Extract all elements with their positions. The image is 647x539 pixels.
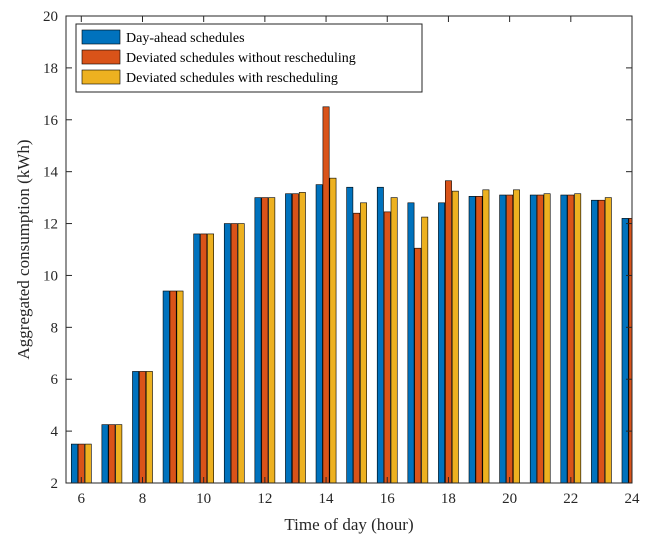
bar-series2-hour-13: [292, 193, 299, 483]
bar-series2-hour-7: [108, 424, 116, 483]
legend-swatch-1: [81, 29, 121, 45]
bars-layer: [70, 106, 642, 483]
x-tick-label-10: 10: [196, 491, 211, 507]
legend-label-1: Day-ahead schedules: [126, 31, 245, 46]
legend-swatch-3: [81, 69, 121, 85]
bar-series1-hour-23: [591, 199, 598, 483]
bar-series1-hour-18: [438, 202, 445, 483]
bar-series3-hour-14: [329, 177, 337, 483]
bar-series3-hour-12: [268, 197, 276, 483]
bar-series3-hour-21: [543, 193, 551, 483]
bar-series2-hour-21: [536, 194, 544, 483]
x-tick-label-16: 16: [380, 491, 396, 507]
y-tick-label-8: 8: [51, 320, 59, 336]
bar-series1-hour-16: [376, 186, 384, 483]
bar-series3-hour-22: [574, 193, 582, 483]
bar-series1-hour-20: [499, 194, 507, 483]
bar-series2-hour-14: [322, 106, 330, 483]
bar-series3-hour-13: [298, 192, 306, 483]
bar-series3-hour-9: [176, 290, 184, 483]
bar-series1-hour-10: [193, 233, 201, 483]
bar-series1-hour-21: [529, 194, 537, 483]
bar-series2-hour-17: [414, 247, 422, 483]
bar-series1-hour-7: [101, 424, 109, 483]
bar-series1-hour-9: [162, 290, 170, 483]
y-tick-label-16: 16: [43, 113, 59, 129]
bar-series3-hour-11: [237, 223, 245, 483]
bar-series2-hour-20: [506, 194, 514, 483]
x-tick-label-12: 12: [257, 491, 272, 507]
legend-swatch-2: [81, 49, 121, 65]
bar-series3-hour-19: [482, 189, 490, 483]
bar-series2-hour-15: [353, 212, 361, 483]
x-tick-label-18: 18: [441, 491, 456, 507]
bar-series3-hour-24: [636, 212, 642, 483]
bar-series2-hour-19: [475, 196, 483, 483]
bar-series3-hour-10: [207, 233, 214, 483]
bar-series1-hour-24: [621, 218, 629, 483]
bar-series3-hour-18: [451, 190, 459, 483]
y-tick-label-10: 10: [43, 268, 58, 284]
bar-series1-hour-13: [285, 193, 293, 483]
x-tick-label-14: 14: [319, 491, 335, 507]
y-tick-label-2: 2: [51, 476, 59, 492]
legend-label-3: Deviated schedules with rescheduling: [126, 71, 338, 86]
bar-series3-hour-20: [513, 189, 520, 483]
bar-series2-hour-11: [230, 223, 238, 483]
bar-series3-hour-17: [421, 216, 429, 483]
bar-series2-hour-12: [261, 197, 269, 483]
bar-series1-hour-12: [254, 197, 262, 483]
bar-series3-hour-8: [145, 371, 153, 483]
y-tick-label-4: 4: [51, 424, 59, 440]
bar-series1-hour-11: [223, 223, 231, 483]
bar-series1-hour-6: [70, 443, 78, 483]
y-tick-label-20: 20: [43, 9, 58, 25]
bar-series3-hour-16: [390, 197, 398, 483]
y-tick-label-12: 12: [43, 217, 58, 233]
bar-series1-hour-15: [346, 186, 354, 483]
y-tick-label-18: 18: [43, 61, 58, 77]
legend-label-2: Deviated schedules without rescheduling: [126, 51, 356, 66]
bar-series2-hour-8: [139, 371, 146, 483]
plot-frame: [65, 15, 633, 484]
bar-series3-hour-7: [115, 424, 123, 483]
x-tick-label-8: 8: [139, 491, 147, 507]
y-tick-label-14: 14: [43, 165, 59, 181]
bar-series2-hour-10: [200, 233, 208, 483]
legend-box: [75, 23, 423, 93]
x-tick-label-24: 24: [625, 491, 641, 507]
bar-series2-hour-18: [444, 180, 452, 483]
y-axis-title: Aggregated consumption (kWh): [14, 140, 33, 360]
legend: Day-ahead schedules Deviated schedules wi…: [75, 23, 423, 93]
x-tick-label-20: 20: [502, 491, 517, 507]
bar-series2-hour-16: [383, 211, 391, 483]
bar-series1-hour-22: [560, 194, 568, 483]
x-axis-title: Time of day (hour): [284, 515, 413, 534]
x-tick-label-22: 22: [563, 491, 578, 507]
bar-series3-hour-6: [84, 443, 92, 483]
bar-series2-hour-22: [567, 194, 575, 483]
bar-series3-hour-23: [604, 197, 612, 483]
bar-series3-hour-15: [360, 202, 367, 483]
bar-series1-hour-8: [132, 371, 140, 483]
bar-series1-hour-19: [468, 196, 476, 483]
bar-series2-hour-23: [597, 199, 605, 483]
x-tick-label-6: 6: [78, 491, 86, 507]
bar-series1-hour-17: [407, 202, 415, 483]
y-tick-label-6: 6: [51, 372, 59, 388]
bar-series1-hour-14: [315, 184, 323, 483]
bar-series2-hour-9: [169, 290, 177, 483]
